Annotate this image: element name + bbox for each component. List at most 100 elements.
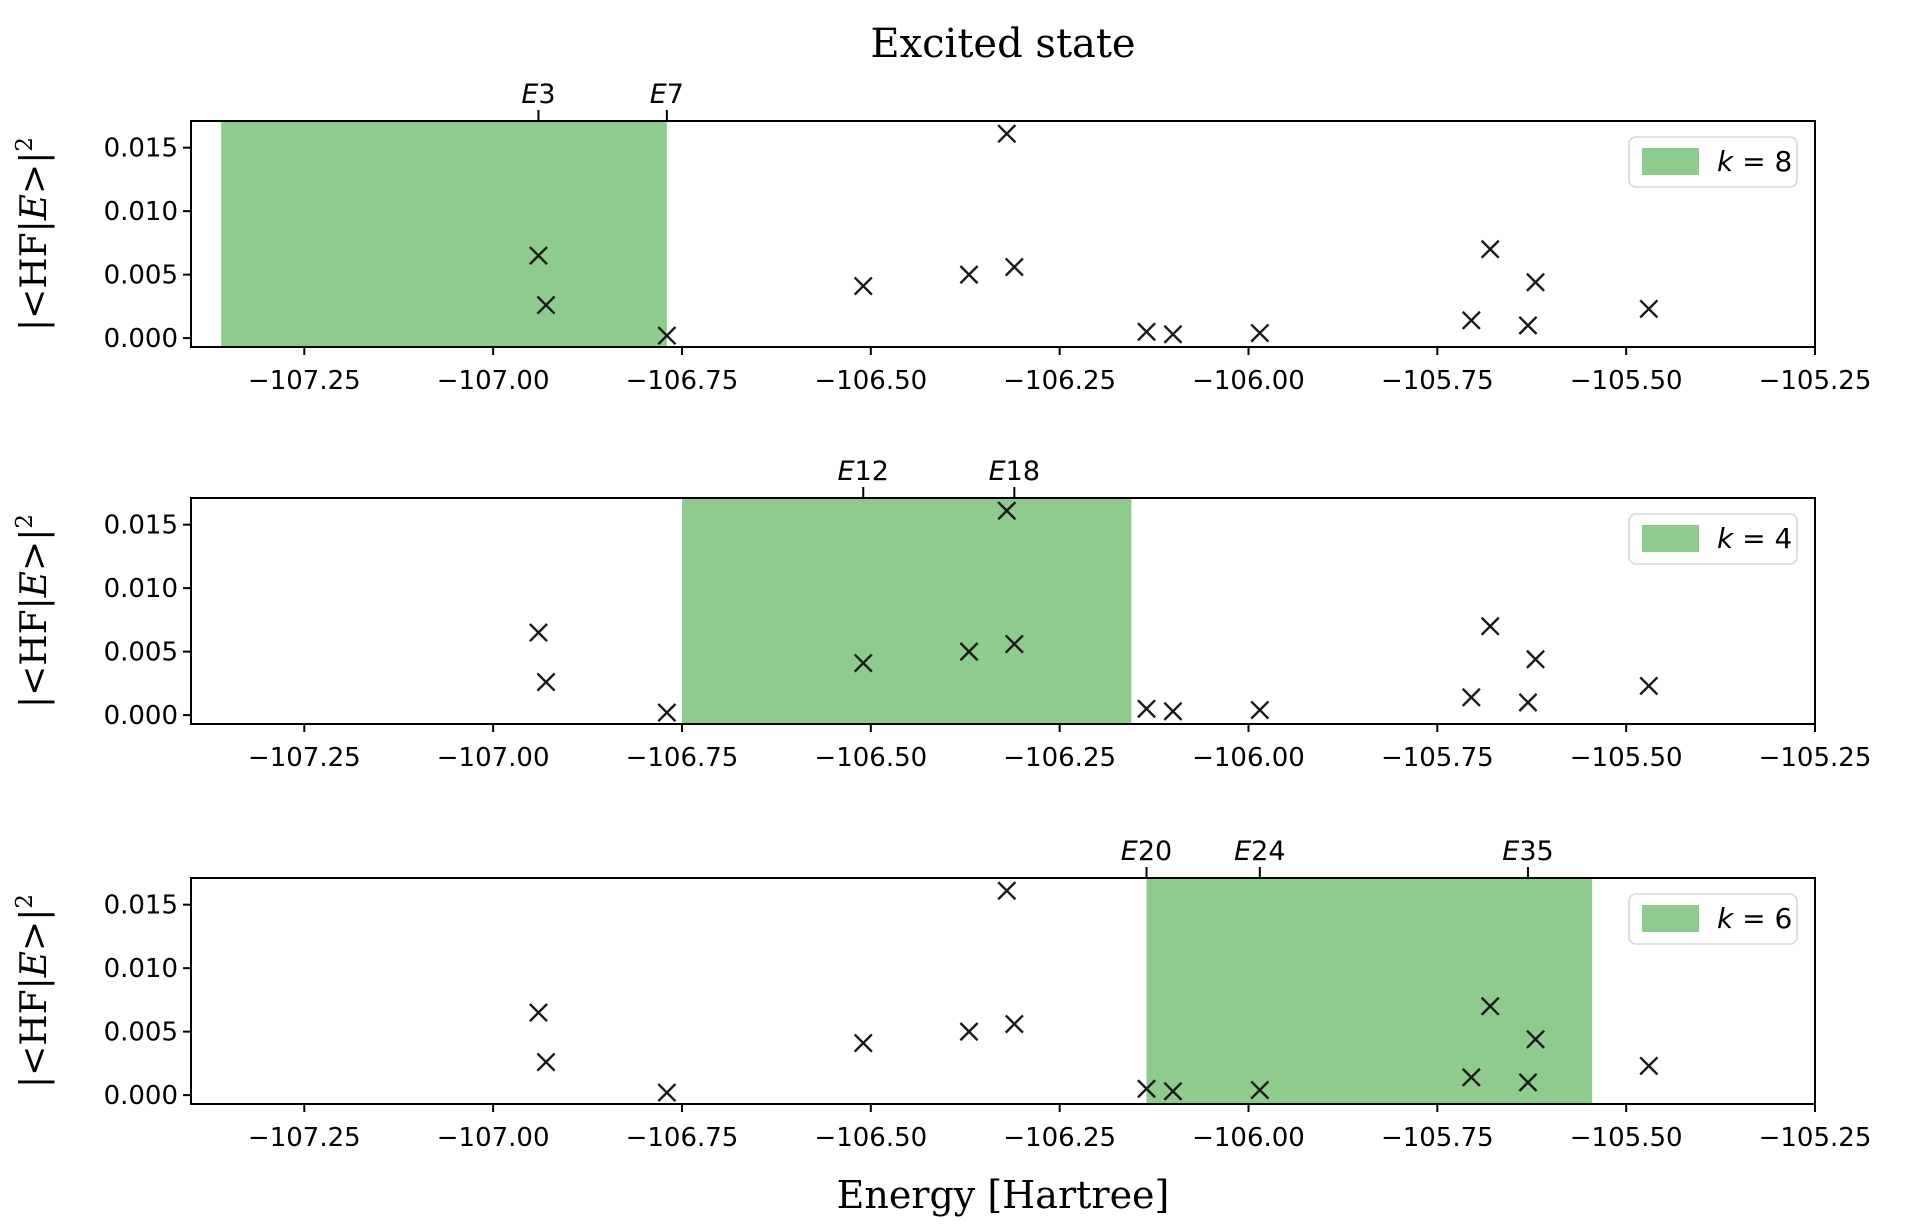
annotation-num: 18 (1006, 456, 1040, 487)
scatter-marker (536, 1052, 556, 1072)
annotation-num: 24 (1251, 836, 1285, 867)
scatter-marker (1639, 1056, 1659, 1076)
y-tick-label: 0.010 (104, 954, 178, 984)
scatter-marker (853, 653, 873, 673)
x-tick-label: −106.25 (1003, 366, 1116, 396)
scatter-marker (1480, 616, 1500, 636)
y-label-var: E (14, 571, 55, 598)
scatter-marker (1518, 315, 1538, 335)
y-tick-label: 0.010 (104, 197, 178, 227)
scatter-marker (1004, 1014, 1024, 1034)
k-region-span (1146, 878, 1593, 1104)
x-tick-label: −107.25 (248, 366, 361, 396)
annotation-var: E (521, 79, 538, 110)
legend-rest: = 4 (1733, 522, 1792, 555)
axes-frame (190, 497, 1816, 725)
x-tick-label: −107.25 (248, 743, 361, 773)
annotation-label: E7 (650, 79, 684, 110)
annotation-var: E (1121, 836, 1138, 867)
scatter-marker (1004, 634, 1024, 654)
legend-label: k = 6 (1717, 902, 1792, 935)
x-tick-label: −107.00 (437, 1123, 550, 1153)
subplot-3: −107.25 −107.00 −106.75 −106.50 −106.25 −106.… (12, 836, 1871, 1153)
annotation-num: 12 (855, 456, 889, 487)
scatter-marker (529, 623, 548, 643)
y-tick-label: 0.005 (104, 261, 178, 291)
x-tick-label: −106.75 (626, 1123, 739, 1153)
x-axis-label: Energy [Hartree] (837, 1173, 1170, 1217)
x-tick-label: −106.50 (814, 743, 927, 773)
y-label-post: >| (14, 909, 55, 951)
legend-rest: = 8 (1733, 145, 1792, 178)
scatter-marker (959, 265, 979, 285)
x-tick-label: −107.00 (437, 366, 550, 396)
scatter-marker (1163, 701, 1183, 721)
scatter-marker (1461, 687, 1481, 707)
y-tick-label: 0.000 (104, 324, 178, 354)
legend: k = 6 (1628, 893, 1798, 945)
scatter-marker (1518, 1072, 1538, 1092)
scatter-marker (657, 703, 677, 723)
scatter-marker (1526, 272, 1545, 292)
scatter-marker (1461, 310, 1481, 330)
scatter-marker (529, 246, 548, 266)
k-region-span (681, 498, 1132, 724)
y-axis-label: |<HF|E>|2 (12, 894, 55, 1088)
scatter-marker (1518, 692, 1538, 712)
scatter-marker (1526, 1029, 1545, 1049)
annotation-var: E (989, 456, 1006, 487)
chart-title: Excited state (870, 21, 1135, 67)
y-tick-label: 0.015 (104, 134, 178, 164)
x-tick-label: −105.50 (1570, 1123, 1683, 1153)
annotation-label: E35 (1502, 836, 1553, 867)
x-tick-label: −106.75 (626, 743, 739, 773)
x-tick-label: −105.50 (1570, 366, 1683, 396)
scatter-marker (1639, 676, 1659, 696)
y-label-var: E (14, 194, 55, 221)
scatter-marker (657, 1083, 677, 1103)
y-tick-label: 0.005 (104, 1018, 178, 1048)
subplot-2: −107.25 −107.00 −106.75 −106.50 −106.25 −106.… (12, 456, 1871, 773)
y-tick-label: 0.015 (104, 511, 178, 541)
scatter-marker (1480, 239, 1500, 259)
scatter-marker (997, 881, 1017, 901)
k-region-span (221, 121, 667, 347)
scatter-marker (1480, 996, 1500, 1016)
x-tick-label: −106.25 (1003, 1123, 1116, 1153)
x-tick-label: −106.00 (1192, 1123, 1305, 1153)
scatter-marker (536, 295, 556, 315)
annotation-var: E (838, 456, 855, 487)
y-label-pre: |<HF| (14, 597, 55, 708)
annotation-var: E (1502, 836, 1519, 867)
y-tick-label: 0.005 (104, 638, 178, 668)
annotation-var: E (650, 79, 667, 110)
scatter-marker (853, 276, 873, 296)
scatter-marker (1004, 257, 1024, 277)
annotation-num: 35 (1519, 836, 1553, 867)
y-label-post: >| (14, 152, 55, 194)
legend: k = 8 (1628, 136, 1798, 188)
scatter-marker (1137, 699, 1156, 719)
x-tick-label: −107.00 (437, 743, 550, 773)
legend-label: k = 4 (1717, 522, 1792, 555)
y-label-sup: 2 (12, 137, 38, 152)
annotation-label: E12 (838, 456, 889, 487)
x-tick-label: −105.25 (1759, 743, 1872, 773)
x-tick-label: −105.75 (1381, 743, 1494, 773)
legend-var: k (1717, 145, 1735, 178)
scatter-marker (997, 501, 1017, 521)
scatter-marker (1163, 324, 1183, 344)
y-axis-label: |<HF|E>|2 (12, 137, 55, 331)
x-tick-label: −105.50 (1570, 743, 1683, 773)
scatter-marker (536, 672, 556, 692)
legend-swatch (1642, 905, 1699, 932)
x-tick-label: −106.50 (814, 366, 927, 396)
axes-frame (190, 877, 1816, 1105)
scatter-marker (959, 1022, 979, 1042)
scatter-marker (1250, 1080, 1270, 1100)
y-label-post: >| (14, 529, 55, 571)
scatter-marker (529, 1003, 548, 1023)
x-tick-label: −106.00 (1192, 743, 1305, 773)
